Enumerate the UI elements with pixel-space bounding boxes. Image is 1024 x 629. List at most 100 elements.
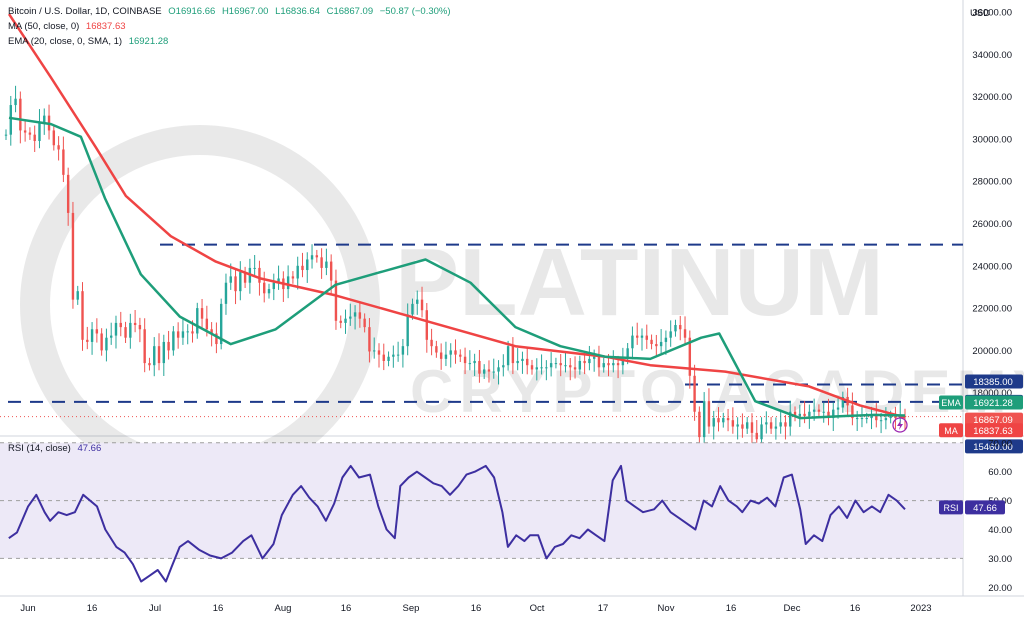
candle-body bbox=[726, 418, 730, 421]
candle-body bbox=[836, 407, 840, 410]
candle-body bbox=[162, 341, 166, 364]
ohlc-open: O16916.66 bbox=[168, 6, 216, 17]
candle-body bbox=[349, 316, 352, 319]
candle-body bbox=[157, 346, 161, 364]
candle-body bbox=[425, 310, 429, 340]
candle-body bbox=[698, 411, 701, 438]
candle-body bbox=[636, 335, 639, 338]
rsi-tick-label: 30.00 bbox=[988, 554, 1012, 565]
candle-body bbox=[865, 418, 868, 420]
candle-body bbox=[454, 350, 457, 355]
candle-body bbox=[66, 174, 70, 213]
candle-body bbox=[373, 350, 376, 352]
indicator-tag-bg bbox=[939, 395, 963, 410]
candle-body bbox=[884, 418, 888, 421]
price-tick-label: 28000.00 bbox=[972, 177, 1012, 188]
rsi-value-label: 47.66 bbox=[973, 503, 997, 514]
candle-body bbox=[4, 134, 8, 136]
candle-body bbox=[291, 276, 295, 279]
price-scale-label: 16867.09 bbox=[973, 415, 1013, 426]
candle-body bbox=[344, 318, 347, 323]
price-tick-label: 36000.00 bbox=[972, 8, 1012, 19]
candle-body bbox=[463, 356, 467, 364]
candle-body bbox=[755, 432, 758, 440]
candle-body bbox=[731, 420, 735, 427]
candle-body bbox=[827, 411, 830, 419]
time-tick-label: 16 bbox=[341, 603, 352, 614]
price-tick-label: 26000.00 bbox=[972, 219, 1012, 230]
candle-body bbox=[153, 346, 156, 366]
candle-body bbox=[626, 348, 629, 359]
indicator-tag: EMA bbox=[941, 398, 961, 408]
candle-body bbox=[9, 105, 12, 135]
candle-body bbox=[172, 331, 175, 351]
candle-body bbox=[459, 354, 462, 357]
legend-ma: MA (50, close, 0) 16837.63 bbox=[8, 21, 130, 32]
time-tick-label: 16 bbox=[87, 603, 98, 614]
candle-body bbox=[798, 413, 801, 416]
candle-body bbox=[253, 267, 256, 269]
candle-body bbox=[23, 130, 27, 133]
candle-body bbox=[482, 369, 486, 374]
candle-body bbox=[774, 426, 778, 429]
candle-body bbox=[549, 363, 553, 368]
candle-body bbox=[310, 255, 314, 260]
candle-body bbox=[105, 337, 108, 351]
time-tick-label: 16 bbox=[471, 603, 482, 614]
candle-body bbox=[205, 318, 209, 330]
price-tick-label: 24000.00 bbox=[972, 261, 1012, 272]
candle-body bbox=[765, 422, 768, 425]
candle-body bbox=[621, 358, 625, 366]
rsi-tick-label: 70.00 bbox=[988, 438, 1012, 449]
candle-body bbox=[110, 335, 113, 338]
candle-body bbox=[406, 314, 409, 347]
ema-value: 16921.28 bbox=[128, 36, 169, 47]
candle-body bbox=[745, 422, 749, 429]
candle-body bbox=[129, 322, 132, 338]
candle-body bbox=[200, 308, 204, 319]
candle-body bbox=[62, 149, 65, 175]
candle-body bbox=[789, 411, 792, 427]
time-tick-label: Aug bbox=[275, 603, 292, 614]
candle-body bbox=[243, 272, 247, 283]
candle-body bbox=[148, 363, 151, 366]
lightning-glyph bbox=[897, 420, 903, 430]
candle-body bbox=[889, 415, 892, 419]
candle-body bbox=[879, 420, 883, 422]
candle-body bbox=[559, 363, 562, 366]
ma-value: 16837.63 bbox=[85, 21, 126, 32]
candle-body bbox=[267, 289, 271, 294]
time-tick-label: Jul bbox=[149, 603, 161, 614]
rsi-tick-label: 20.00 bbox=[988, 583, 1012, 594]
rsi-value: 47.66 bbox=[77, 443, 102, 454]
candle-body bbox=[545, 367, 548, 369]
candle-body bbox=[855, 418, 859, 420]
price-tick-label: 18000.00 bbox=[972, 388, 1012, 399]
candle-body bbox=[736, 424, 739, 427]
candle-body bbox=[234, 276, 237, 292]
candle-body bbox=[793, 411, 797, 416]
ohlc-close: C16867.09 bbox=[326, 6, 374, 17]
candle-body bbox=[602, 363, 605, 368]
candle-body bbox=[71, 212, 75, 300]
candle-body bbox=[334, 280, 338, 321]
candle-body bbox=[535, 367, 538, 370]
candle-body bbox=[439, 352, 443, 359]
candle-body bbox=[416, 299, 419, 304]
time-tick-label: 2023 bbox=[910, 603, 931, 614]
indicator-tag-bg bbox=[939, 423, 963, 438]
candle-body bbox=[674, 325, 677, 332]
candle-body bbox=[277, 278, 280, 283]
ema20-line bbox=[8, 116, 906, 420]
candle-body bbox=[119, 322, 122, 328]
candle-body bbox=[578, 360, 582, 370]
candle-body bbox=[239, 272, 242, 292]
symbol-title: Bitcoin / U.S. Dollar, 1D, COINBASE bbox=[8, 6, 162, 17]
candle-body bbox=[769, 422, 773, 429]
candle-body bbox=[784, 422, 787, 427]
candle-body bbox=[679, 325, 682, 330]
candle-body bbox=[530, 365, 534, 370]
time-tick-label: Nov bbox=[658, 603, 675, 614]
candle-body bbox=[851, 405, 854, 419]
